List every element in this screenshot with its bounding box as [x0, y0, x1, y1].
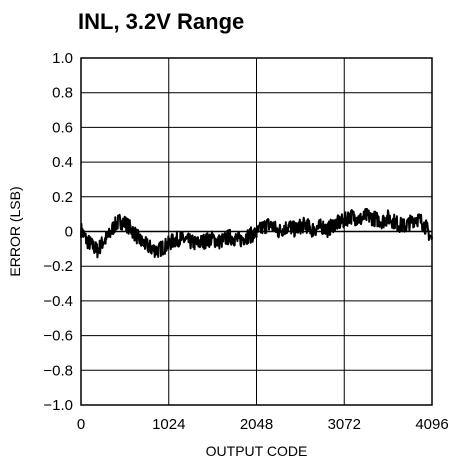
y-tick-label: 0.2	[52, 189, 73, 206]
x-tick-label: 4096	[415, 416, 448, 433]
series-layer	[80, 207, 433, 259]
x-axis-label: OUTPUT CODE	[206, 443, 308, 459]
chart-title: INL, 3.2V Range	[78, 9, 244, 34]
x-tick-labels: 0 1024 2048 3072 4096	[77, 416, 449, 433]
x-tick-label: 3072	[328, 416, 361, 433]
y-tick-label: 0.4	[52, 154, 73, 171]
y-tick-label: −0.4	[43, 293, 73, 310]
y-tick-label: 0.8	[52, 85, 73, 102]
y-tick-label: 1.0	[52, 50, 73, 67]
y-axis-label: ERROR (LSB)	[7, 186, 23, 276]
y-tick-label: −0.2	[43, 258, 73, 275]
y-tick-label: 0	[65, 224, 73, 241]
y-tick-label: −0.6	[43, 328, 73, 345]
y-tick-label: −0.8	[43, 362, 73, 379]
y-tick-label: 0.6	[52, 119, 73, 136]
y-tick-labels: 1.0 0.8 0.6 0.4 0.2 0 −0.2 −0.4 −0.6 −0.8 −1.0	[43, 50, 73, 414]
y-tick-label: −1.0	[43, 397, 73, 414]
x-tick-label: 2048	[240, 416, 273, 433]
inl-trace	[80, 207, 433, 259]
plot-frame	[80, 57, 433, 406]
x-tick-label: 0	[77, 416, 85, 433]
x-tick-label: 1024	[152, 416, 185, 433]
